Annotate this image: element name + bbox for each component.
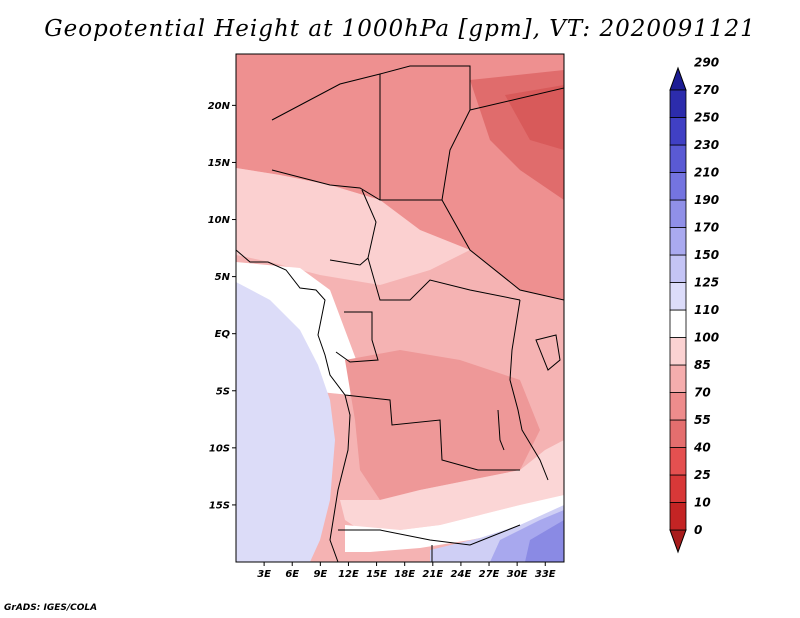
border-libya bbox=[469, 87, 564, 111]
colorbar-segment bbox=[669, 227, 687, 256]
lat-tick-label: 5N bbox=[215, 272, 231, 283]
colorbar: 0 10 25 40 55 70 85 100 110 125 150 170 190 210 230 250… bbox=[669, 56, 719, 554]
shade-south-white bbox=[345, 495, 564, 552]
lon-tick-label: 21E bbox=[422, 569, 443, 580]
colorbar-label: 100 bbox=[694, 331, 719, 345]
shade-ocean bbox=[236, 282, 335, 562]
colorbar-segment bbox=[669, 89, 687, 118]
border-north bbox=[271, 65, 471, 201]
lat-tick-label: 15N bbox=[208, 158, 231, 169]
lon-tick-label: 12E bbox=[338, 569, 359, 580]
lake-tanganyika bbox=[497, 409, 505, 451]
longitude-axis: 3E 6E 9E 12E 15E 18E 21E 24E 27E 30E 33E bbox=[257, 562, 556, 580]
colorbar-segment bbox=[669, 447, 687, 476]
lon-tick-label: 3E bbox=[257, 569, 271, 580]
colorbar-segment bbox=[669, 254, 687, 283]
colorbar-segment bbox=[669, 364, 687, 393]
field-shading bbox=[236, 54, 564, 562]
colorbar-label: 290 bbox=[694, 56, 719, 70]
map-frame bbox=[235, 53, 565, 563]
colorbar-label: 0 bbox=[694, 523, 702, 537]
colorbar-segment bbox=[669, 309, 687, 338]
colorbar-label: 40 bbox=[693, 441, 711, 455]
colorbar-label: 210 bbox=[694, 166, 719, 180]
colorbar-label: 25 bbox=[694, 468, 711, 482]
lat-tick-label: EQ bbox=[215, 329, 231, 340]
colorbar-label: 150 bbox=[694, 248, 719, 262]
colorbar-segment bbox=[669, 172, 687, 201]
latitude-axis: 20N 15N 10N 5N EQ 5S 10S 15S bbox=[208, 101, 236, 511]
country-boundaries bbox=[236, 65, 564, 562]
colorbar-segment bbox=[669, 282, 687, 311]
border-namibia bbox=[338, 524, 521, 546]
colorbar-label: 170 bbox=[694, 221, 719, 235]
colorbar-segment bbox=[669, 144, 687, 173]
border-east-africa bbox=[509, 299, 549, 481]
colorbar-label: 70 bbox=[694, 386, 711, 400]
grads-credit: GrADS: IGES/COLA bbox=[4, 603, 98, 613]
lon-tick-label: 33E bbox=[535, 569, 556, 580]
border-angola-drc bbox=[344, 394, 520, 471]
border-nigeria bbox=[329, 257, 369, 266]
lat-tick-label: 10N bbox=[208, 215, 231, 226]
chart-title: Geopotential Height at 1000hPa [gpm], VT… bbox=[44, 16, 756, 42]
colorbar-label: 250 bbox=[694, 111, 719, 125]
colorbar-segment bbox=[669, 199, 687, 228]
lat-tick-label: 15S bbox=[209, 500, 230, 511]
shade-central-light bbox=[236, 168, 470, 285]
lon-tick-label: 6E bbox=[285, 569, 299, 580]
lat-tick-label: 10S bbox=[209, 443, 230, 454]
shade-northeast-core bbox=[505, 85, 564, 150]
lon-tick-label: 27E bbox=[479, 569, 500, 580]
lake-victoria bbox=[535, 334, 561, 371]
colorbar-label: 55 bbox=[694, 413, 711, 427]
shade-congo bbox=[345, 350, 540, 500]
coastline bbox=[236, 249, 351, 562]
colorbar-label: 10 bbox=[694, 496, 711, 510]
lon-tick-label: 24E bbox=[451, 569, 472, 580]
colorbar-label: 270 bbox=[694, 83, 719, 97]
border-sudan bbox=[441, 199, 564, 301]
colorbar-label: 125 bbox=[694, 276, 719, 290]
colorbar-label: 85 bbox=[694, 358, 711, 372]
shade-southeast-darkest bbox=[525, 520, 564, 562]
colorbar-label: 230 bbox=[694, 138, 719, 152]
border-gabon-congo bbox=[335, 311, 379, 363]
colorbar-max-triangle bbox=[669, 66, 687, 91]
colorbar-segment bbox=[669, 337, 687, 366]
shade-south-light bbox=[340, 440, 564, 530]
colorbar-label: 190 bbox=[694, 193, 719, 207]
colorbar-segment bbox=[669, 474, 687, 503]
lat-tick-label: 5S bbox=[216, 386, 230, 397]
colorbar-min-triangle bbox=[669, 529, 687, 554]
lon-tick-label: 18E bbox=[394, 569, 415, 580]
border-cameroon-car bbox=[361, 189, 521, 301]
lat-tick-label: 20N bbox=[208, 101, 231, 112]
lon-tick-label: 15E bbox=[366, 569, 387, 580]
lon-tick-label: 9E bbox=[313, 569, 327, 580]
map-plot-area bbox=[235, 53, 565, 563]
colorbar-label: 110 bbox=[694, 303, 719, 317]
colorbar-segment bbox=[669, 392, 687, 421]
colorbar-segment bbox=[669, 502, 687, 531]
lon-tick-label: 30E bbox=[507, 569, 528, 580]
colorbar-segment bbox=[669, 419, 687, 448]
colorbar-segment bbox=[669, 117, 687, 146]
